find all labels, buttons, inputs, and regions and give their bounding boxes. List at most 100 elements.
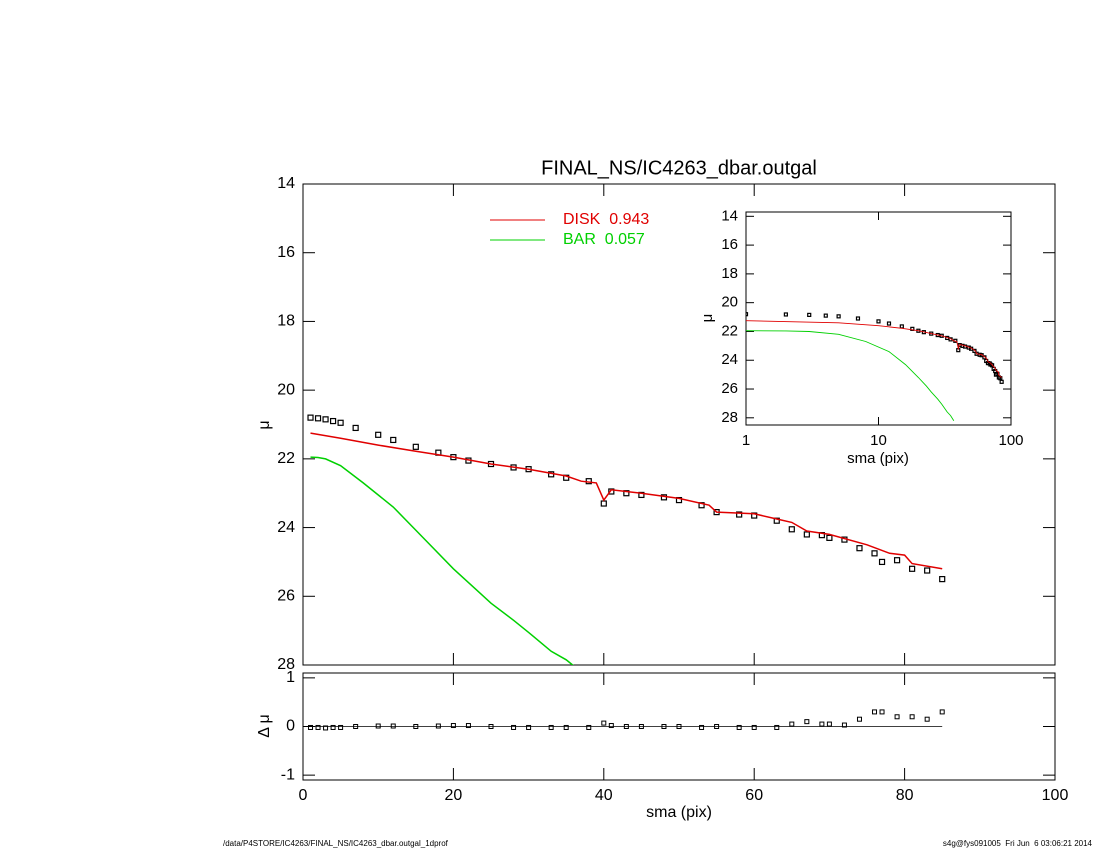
residual-point — [488, 724, 494, 729]
data-point — [823, 313, 828, 318]
data-point — [999, 379, 1004, 384]
data-point — [322, 416, 329, 423]
plot-frame — [302, 183, 1056, 666]
legend-label: BAR 0.057 — [563, 231, 645, 248]
series-line — [310, 456, 574, 665]
residual-point — [390, 723, 396, 729]
residual-point — [338, 724, 344, 730]
x-tick-label: 80 — [896, 787, 914, 804]
residual-point — [450, 723, 456, 729]
data-point — [893, 557, 901, 564]
residual-point — [638, 724, 644, 729]
x-tick-label: 100 — [1042, 787, 1069, 804]
residual-point — [789, 721, 795, 727]
chart-title: FINAL_NS/IC4263_dbar.outgal — [541, 157, 817, 179]
residual-point — [736, 724, 742, 730]
residual-point — [601, 720, 607, 726]
footer-stamp: s4g@fys091005 Fri Jun 6 03:06:21 2014 — [943, 839, 1093, 848]
residual-point — [623, 724, 629, 729]
y-tick-label: 28 — [721, 409, 738, 426]
data-point — [600, 500, 607, 507]
residual-point — [819, 721, 825, 727]
data-point — [375, 431, 382, 438]
data-point — [871, 550, 878, 557]
y-tick-label: 20 — [277, 381, 295, 398]
y-tick-label: 18 — [721, 265, 738, 282]
y-tick-label: 1 — [286, 669, 295, 686]
x-tick-label: 40 — [595, 787, 613, 804]
y-tick-label: 18 — [277, 313, 295, 330]
data-point — [307, 414, 314, 421]
residual-point — [924, 716, 930, 722]
data-point — [826, 534, 833, 541]
residual-point — [323, 725, 329, 731]
data-point — [329, 417, 337, 425]
y-tick-label: 22 — [277, 450, 295, 467]
data-point — [352, 424, 359, 432]
residual-point — [435, 723, 441, 729]
residual-point — [826, 721, 832, 727]
residual-point — [661, 724, 667, 729]
residual-point — [856, 716, 862, 722]
plot-area — [746, 312, 1004, 421]
data-point — [773, 517, 780, 524]
series-line — [746, 330, 955, 421]
data-point — [314, 415, 322, 422]
residual-point — [841, 722, 847, 728]
y-tick-label: 22 — [721, 322, 738, 339]
residual-point — [465, 723, 471, 729]
residual-point — [608, 723, 614, 729]
data-point — [675, 496, 683, 504]
data-point — [736, 511, 743, 518]
residual-point — [879, 709, 885, 715]
y-tick-label: 0 — [286, 718, 295, 735]
y-tick-label: 28 — [277, 656, 295, 673]
data-point — [803, 531, 810, 538]
residual-point — [774, 724, 780, 730]
data-point — [390, 436, 397, 444]
y-tick-label: 16 — [277, 244, 295, 261]
residual-point — [308, 724, 314, 730]
y-tick-label: 26 — [721, 380, 738, 397]
residual-point — [676, 724, 682, 729]
residual-point — [804, 719, 810, 725]
residual-point — [375, 723, 381, 729]
x-axis-label: sma (pix) — [847, 450, 909, 467]
y-tick-label: 14 — [277, 175, 295, 192]
residual-point — [751, 724, 757, 730]
data-point — [807, 312, 812, 318]
data-point — [876, 319, 881, 324]
residual-point — [330, 724, 336, 730]
residual-point — [714, 724, 720, 729]
data-point — [878, 558, 886, 566]
y-tick-label: -1 — [281, 766, 295, 783]
residual-point — [511, 724, 517, 730]
data-point — [337, 419, 344, 426]
residual-point — [413, 724, 419, 729]
series-line — [310, 432, 943, 570]
x-tick-label: 100 — [998, 432, 1023, 449]
x-tick-label: 20 — [445, 787, 463, 804]
residual-point — [315, 724, 321, 730]
residual-point — [909, 714, 915, 720]
x-tick-label: 1 — [742, 432, 750, 449]
data-point — [788, 526, 795, 533]
y-tick-label: 16 — [721, 236, 738, 253]
data-point — [856, 545, 863, 552]
residual-point — [526, 724, 532, 730]
residual-point — [939, 709, 945, 715]
x-tick-label: 10 — [870, 432, 887, 449]
data-point — [638, 491, 645, 499]
data-point — [909, 565, 916, 572]
data-point — [910, 326, 915, 331]
y-tick-label: 14 — [721, 207, 738, 224]
data-point — [783, 312, 788, 317]
data-point — [623, 490, 630, 497]
residual-point — [563, 724, 569, 730]
legend-label: DISK 0.943 — [563, 211, 649, 228]
x-axis-label: sma (pix) — [646, 804, 712, 821]
residual-point — [894, 714, 900, 720]
y-tick-label: 20 — [721, 294, 738, 311]
data-point — [412, 443, 419, 450]
